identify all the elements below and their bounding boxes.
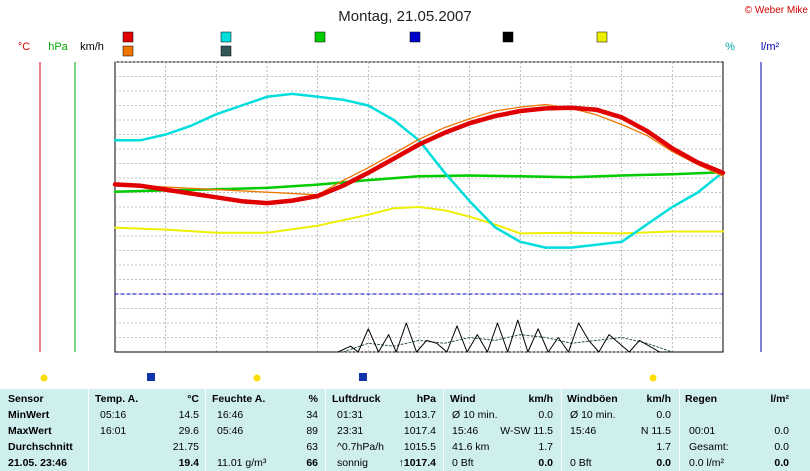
celsius-unit: °C: [18, 41, 30, 53]
press-time: 01:31: [337, 409, 364, 421]
hum-time: 16:46: [217, 409, 244, 421]
wind-max: W-SW 11.5: [500, 425, 553, 437]
gust-time: Ø 10 min.: [570, 409, 616, 421]
gust-value: 1.7: [656, 441, 671, 453]
header-wind-unit: km/h: [528, 393, 553, 405]
temp-value: 14.5: [178, 409, 199, 421]
wind-value: 0.0: [538, 409, 553, 421]
press-time: ^0.7hPa/h: [337, 441, 384, 453]
rain-time: 0.0 l/m²: [689, 457, 725, 469]
press-value: ↑1017.4: [398, 457, 436, 469]
series-line-windb-en: [114, 334, 724, 353]
wind-time: 0 Bft: [452, 457, 474, 469]
legend-swatch: [314, 31, 326, 43]
rain-time: Gesamt:: [689, 441, 729, 453]
temp-value: 29.6: [178, 425, 199, 437]
wind-time: 41.6 km: [452, 441, 490, 453]
rain-value: 0.0: [774, 425, 789, 437]
header-temp-unit: °C: [187, 393, 199, 405]
hum-value: 34: [306, 409, 318, 421]
legend-swatch: [122, 31, 134, 43]
pct-unit: %: [725, 41, 735, 53]
legend-swatch: [220, 31, 232, 43]
row-label: MinWert: [8, 409, 50, 421]
temp-value: 21.75: [172, 441, 199, 453]
header-hum: Feuchte A.: [212, 393, 266, 405]
series-layer: [112, 92, 726, 353]
row-label: 21.05. 23:46: [8, 457, 67, 469]
press-time: 23:31: [337, 425, 364, 437]
press-value: 1015.5: [403, 441, 436, 453]
header-wind: Wind: [450, 393, 476, 405]
hum-time: 11.01 g/m³: [217, 457, 267, 469]
hum-time: 05:46: [217, 425, 244, 437]
header-gust-unit: km/h: [646, 393, 671, 405]
header-hum-unit: %: [308, 393, 318, 405]
header-rain-unit: l/m²: [770, 393, 789, 405]
kmh-unit: km/h: [80, 41, 104, 53]
series-line-taupunkt: [114, 206, 724, 235]
wind-time: 15:46: [452, 425, 479, 437]
sun-moon-row: [40, 373, 657, 382]
legend-swatch: [122, 45, 134, 57]
legend-swatch: [220, 45, 232, 57]
temp-time: 16:01: [100, 425, 127, 437]
header-gust: Windböen: [567, 393, 618, 405]
rain-time: 00:01: [689, 425, 716, 437]
series-line-temp-a: [112, 105, 726, 206]
stats-table: Sensor Temp. A. °C Feuchte A.% Luftdruck hPa W…: [0, 389, 810, 471]
header-rain: Regen: [685, 393, 718, 405]
rain-value: 0.0: [774, 441, 789, 453]
hum-value: 63: [306, 441, 318, 453]
hum-value: 66: [306, 457, 318, 469]
legend-swatch: [409, 31, 421, 43]
row-label: MaxWert: [8, 425, 52, 437]
gust-value: 0.0: [656, 457, 671, 469]
series-line-wind: [114, 319, 724, 353]
gust-time: 15:46: [570, 425, 597, 437]
axis-labels: [39, 62, 762, 352]
sun-icon: [649, 374, 657, 382]
credit-text: © Weber Mike: [745, 5, 809, 16]
wind-value: 1.7: [538, 441, 553, 453]
legend: [122, 31, 608, 57]
header-press-unit: hPa: [416, 393, 436, 405]
sun-icon: [253, 374, 261, 382]
press-time: sonnig: [337, 457, 368, 469]
gust-value: 0.0: [656, 409, 671, 421]
chart-title: Montag, 21.05.2007: [338, 8, 471, 25]
header-temp: Temp. A.: [95, 393, 139, 405]
temp-value: 19.4: [178, 457, 199, 469]
wind-value: 0.0: [538, 457, 553, 469]
hum-value: 89: [306, 425, 318, 437]
header-press: Luftdruck: [332, 393, 381, 405]
row-label: Durchschnitt: [8, 441, 73, 453]
legend-swatch: [502, 31, 514, 43]
series-line-windchill: [114, 103, 724, 196]
wind-time: Ø 10 min.: [452, 409, 498, 421]
legend-swatch: [596, 31, 608, 43]
press-value: 1017.4: [403, 425, 436, 437]
press-value: 1013.7: [403, 409, 436, 421]
temp-time: 05:16: [100, 409, 127, 421]
gust-max: N 11.5: [640, 425, 671, 437]
sun-icon: [40, 374, 48, 382]
rain-value: 0.0: [774, 457, 789, 469]
series-line-feuchte-a: [113, 92, 725, 249]
hpa-unit: hPa: [48, 41, 68, 53]
gust-time: 0 Bft: [570, 457, 592, 469]
moon-icon: [359, 373, 367, 381]
lm2-unit: l/m²: [761, 41, 780, 53]
header-sensor: Sensor: [8, 393, 44, 405]
moon-icon: [147, 373, 155, 381]
